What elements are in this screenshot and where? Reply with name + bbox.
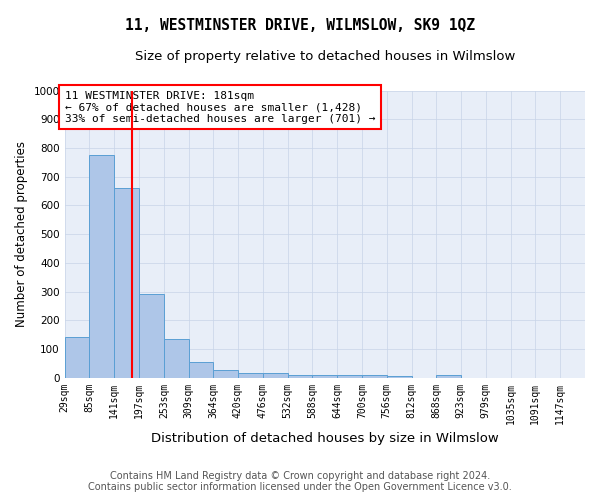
Text: 11 WESTMINSTER DRIVE: 181sqm
← 67% of detached houses are smaller (1,428)
33% of: 11 WESTMINSTER DRIVE: 181sqm ← 67% of de… [65, 90, 375, 124]
X-axis label: Distribution of detached houses by size in Wilmslow: Distribution of detached houses by size … [151, 432, 499, 445]
Bar [337, 375, 362, 378]
Bar [287, 375, 313, 378]
Bar [436, 375, 461, 378]
Bar [114, 188, 139, 378]
Bar [263, 373, 287, 378]
Bar [164, 339, 188, 378]
Text: Contains HM Land Registry data © Crown copyright and database right 2024.
Contai: Contains HM Land Registry data © Crown c… [88, 471, 512, 492]
Bar [238, 372, 263, 378]
Text: 11, WESTMINSTER DRIVE, WILMSLOW, SK9 1QZ: 11, WESTMINSTER DRIVE, WILMSLOW, SK9 1QZ [125, 18, 475, 32]
Bar [65, 338, 89, 378]
Bar [188, 362, 214, 378]
Y-axis label: Number of detached properties: Number of detached properties [15, 141, 28, 327]
Bar [362, 376, 387, 378]
Bar [313, 376, 337, 378]
Bar [139, 294, 164, 378]
Title: Size of property relative to detached houses in Wilmslow: Size of property relative to detached ho… [134, 50, 515, 63]
Bar [213, 370, 238, 378]
Bar [89, 155, 114, 378]
Bar [387, 376, 412, 378]
